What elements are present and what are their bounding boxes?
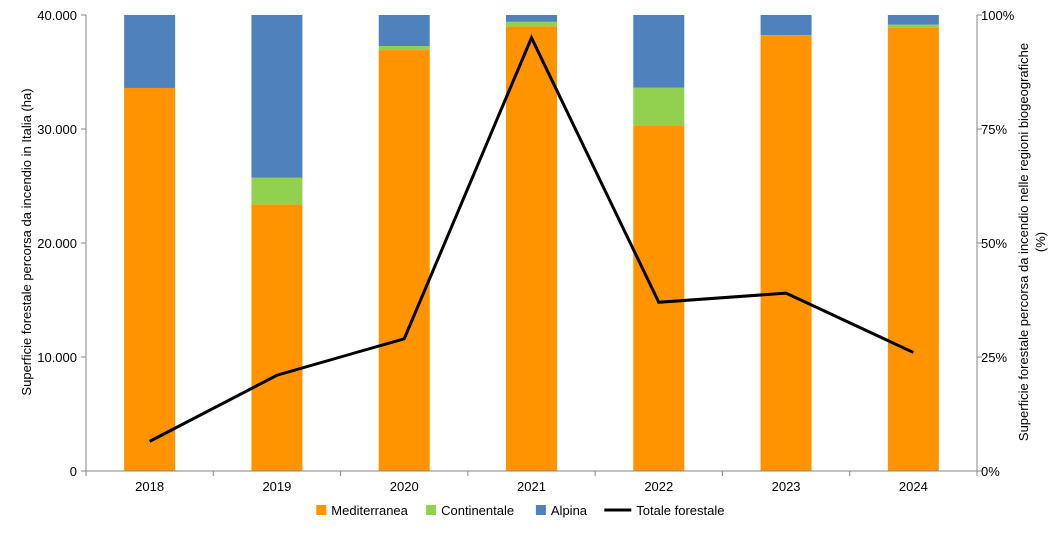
bar-alpina-2022 <box>633 15 684 88</box>
x-tick-label-2024: 2024 <box>899 479 928 494</box>
bar-mediterranea-2019 <box>251 204 302 471</box>
legend-swatch <box>536 505 546 515</box>
legend-label: Mediterranea <box>331 503 408 518</box>
y-left-tick-label: 40.000 <box>37 8 77 23</box>
y-right-axis-title-line1: Superficie forestale percorsa da incendi… <box>1016 43 1031 441</box>
legend: Mediterranea Continentale Alpina Totale for… <box>316 503 724 518</box>
bar-continentale-2022 <box>633 88 684 126</box>
bar-alpina-2019 <box>251 15 302 178</box>
bar-continentale-2024 <box>888 25 939 28</box>
legend-label: Alpina <box>551 503 588 518</box>
y-left-tick-label: 30.000 <box>37 122 77 137</box>
legend-label: Totale forestale <box>636 503 724 518</box>
y-right-tick-label: 100% <box>981 8 1015 23</box>
bar-mediterranea-2021 <box>506 26 557 471</box>
x-tick-label-2023: 2023 <box>772 479 801 494</box>
legend-swatch <box>426 505 436 515</box>
bars-layer <box>124 15 939 471</box>
bar-alpina-2021 <box>506 15 557 22</box>
y-right-axis-title-line2: (%) <box>1033 232 1048 252</box>
legend-item-alpina: Alpina <box>536 503 588 518</box>
bar-continentale-2019 <box>251 178 302 204</box>
bar-alpina-2018 <box>124 15 175 88</box>
bar-alpina-2023 <box>761 15 812 35</box>
y-left-tick-label: 20.000 <box>37 236 77 251</box>
y-left-tick-label: 0 <box>70 464 77 479</box>
x-tick-label-2022: 2022 <box>644 479 673 494</box>
x-tick-label-2018: 2018 <box>135 479 164 494</box>
bar-mediterranea-2024 <box>888 27 939 471</box>
y-right-tick-label: 25% <box>981 350 1007 365</box>
bar-continentale-2021 <box>506 22 557 27</box>
legend-item-continentale: Continentale <box>426 503 514 518</box>
y-left-tick-label: 10.000 <box>37 350 77 365</box>
bar-alpina-2020 <box>379 15 430 46</box>
x-tick-label-2019: 2019 <box>262 479 291 494</box>
y-right-tick-label: 0% <box>981 464 1000 479</box>
bar-continentale-2020 <box>379 46 430 50</box>
legend-label: Continentale <box>441 503 514 518</box>
legend-swatch <box>316 505 326 515</box>
bar-mediterranea-2018 <box>124 88 175 471</box>
y-right-tick-label: 50% <box>981 236 1007 251</box>
bar-alpina-2024 <box>888 15 939 25</box>
bar-mediterranea-2020 <box>379 50 430 471</box>
y-right-tick-label: 75% <box>981 122 1007 137</box>
y-left-axis-title: Superficie forestale percorsa da incendi… <box>19 88 34 395</box>
x-tick-label-2021: 2021 <box>517 479 546 494</box>
x-tick-label-2020: 2020 <box>390 479 419 494</box>
legend-item-mediterranea: Mediterranea <box>316 503 408 518</box>
legend-item-totale-forestale: Totale forestale <box>604 503 724 518</box>
bar-mediterranea-2022 <box>633 125 684 471</box>
bar-mediterranea-2023 <box>761 36 812 471</box>
